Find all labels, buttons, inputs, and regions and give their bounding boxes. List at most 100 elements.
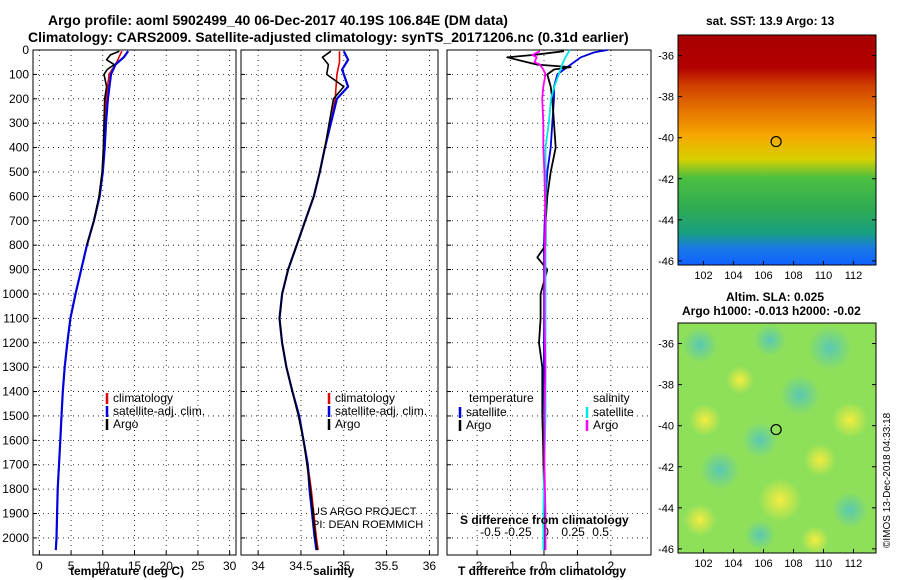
x-tick-label: 34 bbox=[251, 559, 265, 573]
lat-tick-label: -44 bbox=[658, 503, 674, 515]
y-tick-label: 1800 bbox=[2, 482, 29, 496]
series-s-argo bbox=[531, 50, 547, 551]
x-tick-label: -2 bbox=[472, 559, 483, 573]
lon-tick-label: 106 bbox=[754, 558, 772, 570]
lat-tick-label: -42 bbox=[658, 462, 674, 474]
y-tick-label: 100 bbox=[9, 67, 29, 81]
panel-frame-2 bbox=[446, 49, 652, 556]
lat-tick-label: -36 bbox=[658, 339, 674, 351]
y-tick-label: 200 bbox=[9, 92, 29, 106]
s-tick-label: 0.5 bbox=[592, 525, 609, 539]
lat-tick-label: -40 bbox=[658, 133, 674, 145]
temperature-legend-label: satellite-adj. clim. bbox=[113, 404, 205, 418]
salinity-legend-label: satellite-adj. clim. bbox=[335, 404, 427, 418]
y-tick-label: 600 bbox=[9, 189, 29, 203]
lat-tick-label: -36 bbox=[658, 51, 674, 63]
lat-tick-label: -42 bbox=[658, 174, 674, 186]
lat-tick-label: -40 bbox=[658, 421, 674, 433]
s-tick-label: 0.25 bbox=[561, 525, 585, 539]
sla-anomaly-blob bbox=[682, 327, 718, 363]
y-tick-label: 500 bbox=[9, 165, 29, 179]
lon-tick-label: 104 bbox=[724, 558, 742, 570]
temperature-legend-label: climatology bbox=[113, 391, 173, 405]
sla-map-title-1: Altim. SLA: 0.025 bbox=[726, 290, 825, 304]
sst-argo-position-marker bbox=[770, 135, 782, 148]
sla-anomaly-blob bbox=[832, 492, 868, 528]
y-tick-label: 0 bbox=[22, 43, 29, 57]
temperature-xlabel: temperature (deg C) bbox=[70, 564, 185, 578]
salinity-legend-label: Argo bbox=[335, 417, 361, 431]
sla-anomaly-blob bbox=[832, 402, 868, 438]
salinity-legend-label: climatology bbox=[335, 391, 395, 405]
series-satellite-adj-clim- bbox=[54, 50, 130, 551]
lon-tick-label: 102 bbox=[694, 270, 712, 282]
sla-anomaly-blob bbox=[700, 450, 740, 490]
y-tick-label: 1600 bbox=[2, 433, 29, 447]
y-tick-label: 1000 bbox=[2, 287, 29, 301]
lon-tick-label: 112 bbox=[845, 270, 863, 282]
lon-tick-label: 104 bbox=[724, 270, 742, 282]
panel-frame-1 bbox=[240, 49, 439, 556]
y-tick-label: 1100 bbox=[3, 311, 29, 325]
y-tick-label: 300 bbox=[9, 116, 29, 130]
y-tick-label: 1300 bbox=[2, 360, 29, 374]
diff-salinity-legend-label: satellite bbox=[593, 405, 634, 419]
x-tick-label: 0 bbox=[541, 559, 548, 573]
lon-tick-label: 102 bbox=[694, 558, 712, 570]
x-tick-label: 2 bbox=[608, 559, 615, 573]
series-argo bbox=[278, 50, 345, 551]
title-line-1: Argo profile: aoml 5902499_40 06-Dec-201… bbox=[48, 12, 508, 28]
y-tick-label: 900 bbox=[9, 263, 29, 277]
sst-map-frame bbox=[677, 34, 877, 266]
y-tick-label: 1700 bbox=[2, 458, 29, 472]
lon-tick-label: 108 bbox=[784, 270, 802, 282]
sla-map-frame bbox=[677, 322, 877, 554]
x-tick-label: 15 bbox=[128, 559, 142, 573]
x-tick-label: -1 bbox=[505, 559, 516, 573]
credit-line-1: US ARGO PROJECT bbox=[312, 506, 417, 518]
lat-tick-label: -38 bbox=[658, 92, 674, 104]
sla-anomaly-blob bbox=[780, 375, 820, 415]
y-tick-label: 2000 bbox=[2, 531, 29, 545]
lon-tick-label: 110 bbox=[815, 270, 833, 282]
diff-salinity-legend-label: Argo bbox=[593, 418, 619, 432]
credit-line-2: PI: DEAN ROEMMICH bbox=[312, 519, 424, 531]
sla-anomaly-blob bbox=[726, 366, 754, 394]
y-tick-label: 700 bbox=[9, 214, 29, 228]
sla-anomaly-blob bbox=[758, 478, 802, 522]
s-tick-label: -0.5 bbox=[480, 525, 501, 539]
y-tick-label: 1900 bbox=[2, 507, 29, 521]
sla-anomaly-blob bbox=[808, 326, 852, 370]
difference-xlabel: T difference from climatology bbox=[458, 564, 627, 578]
lat-tick-label: -46 bbox=[658, 256, 674, 268]
sst-map-field bbox=[678, 35, 876, 265]
series-argo bbox=[86, 50, 120, 246]
x-tick-label: 5 bbox=[68, 559, 75, 573]
sla-argo-position-marker bbox=[770, 423, 782, 436]
diff-temperature-legend-label: satellite bbox=[466, 405, 507, 419]
diff-temperature-legend-label: Argo bbox=[466, 418, 492, 432]
x-tick-label: 25 bbox=[191, 559, 205, 573]
sla-anomaly-blob bbox=[742, 422, 778, 458]
x-tick-label: 0 bbox=[36, 559, 43, 573]
lat-tick-label: -44 bbox=[658, 215, 674, 227]
sla-anomaly-blob bbox=[754, 324, 786, 356]
x-tick-label: 1 bbox=[574, 559, 581, 573]
lon-tick-label: 108 bbox=[784, 558, 802, 570]
sla-map-title-2: Argo h1000: -0.013 h2000: -0.02 bbox=[682, 304, 861, 318]
sla-anomaly-blob bbox=[804, 444, 836, 476]
x-tick-label: 30 bbox=[223, 559, 237, 573]
lon-tick-label: 106 bbox=[754, 270, 772, 282]
diff-legend-left-title: temperature bbox=[469, 391, 534, 405]
sla-anomaly-blob bbox=[745, 520, 775, 550]
lat-tick-label: -46 bbox=[658, 544, 674, 556]
y-tick-label: 400 bbox=[9, 141, 29, 155]
temperature-legend-label: Argo bbox=[113, 417, 139, 431]
series-t-argo bbox=[506, 50, 572, 551]
x-tick-label: 36 bbox=[423, 559, 437, 573]
difference-xlabel-top: S difference from climatology bbox=[460, 513, 629, 527]
sst-map-title: sat. SST: 13.9 Argo: 13 bbox=[706, 14, 835, 28]
lat-tick-label: -38 bbox=[658, 380, 674, 392]
y-tick-label: 1500 bbox=[2, 409, 29, 423]
